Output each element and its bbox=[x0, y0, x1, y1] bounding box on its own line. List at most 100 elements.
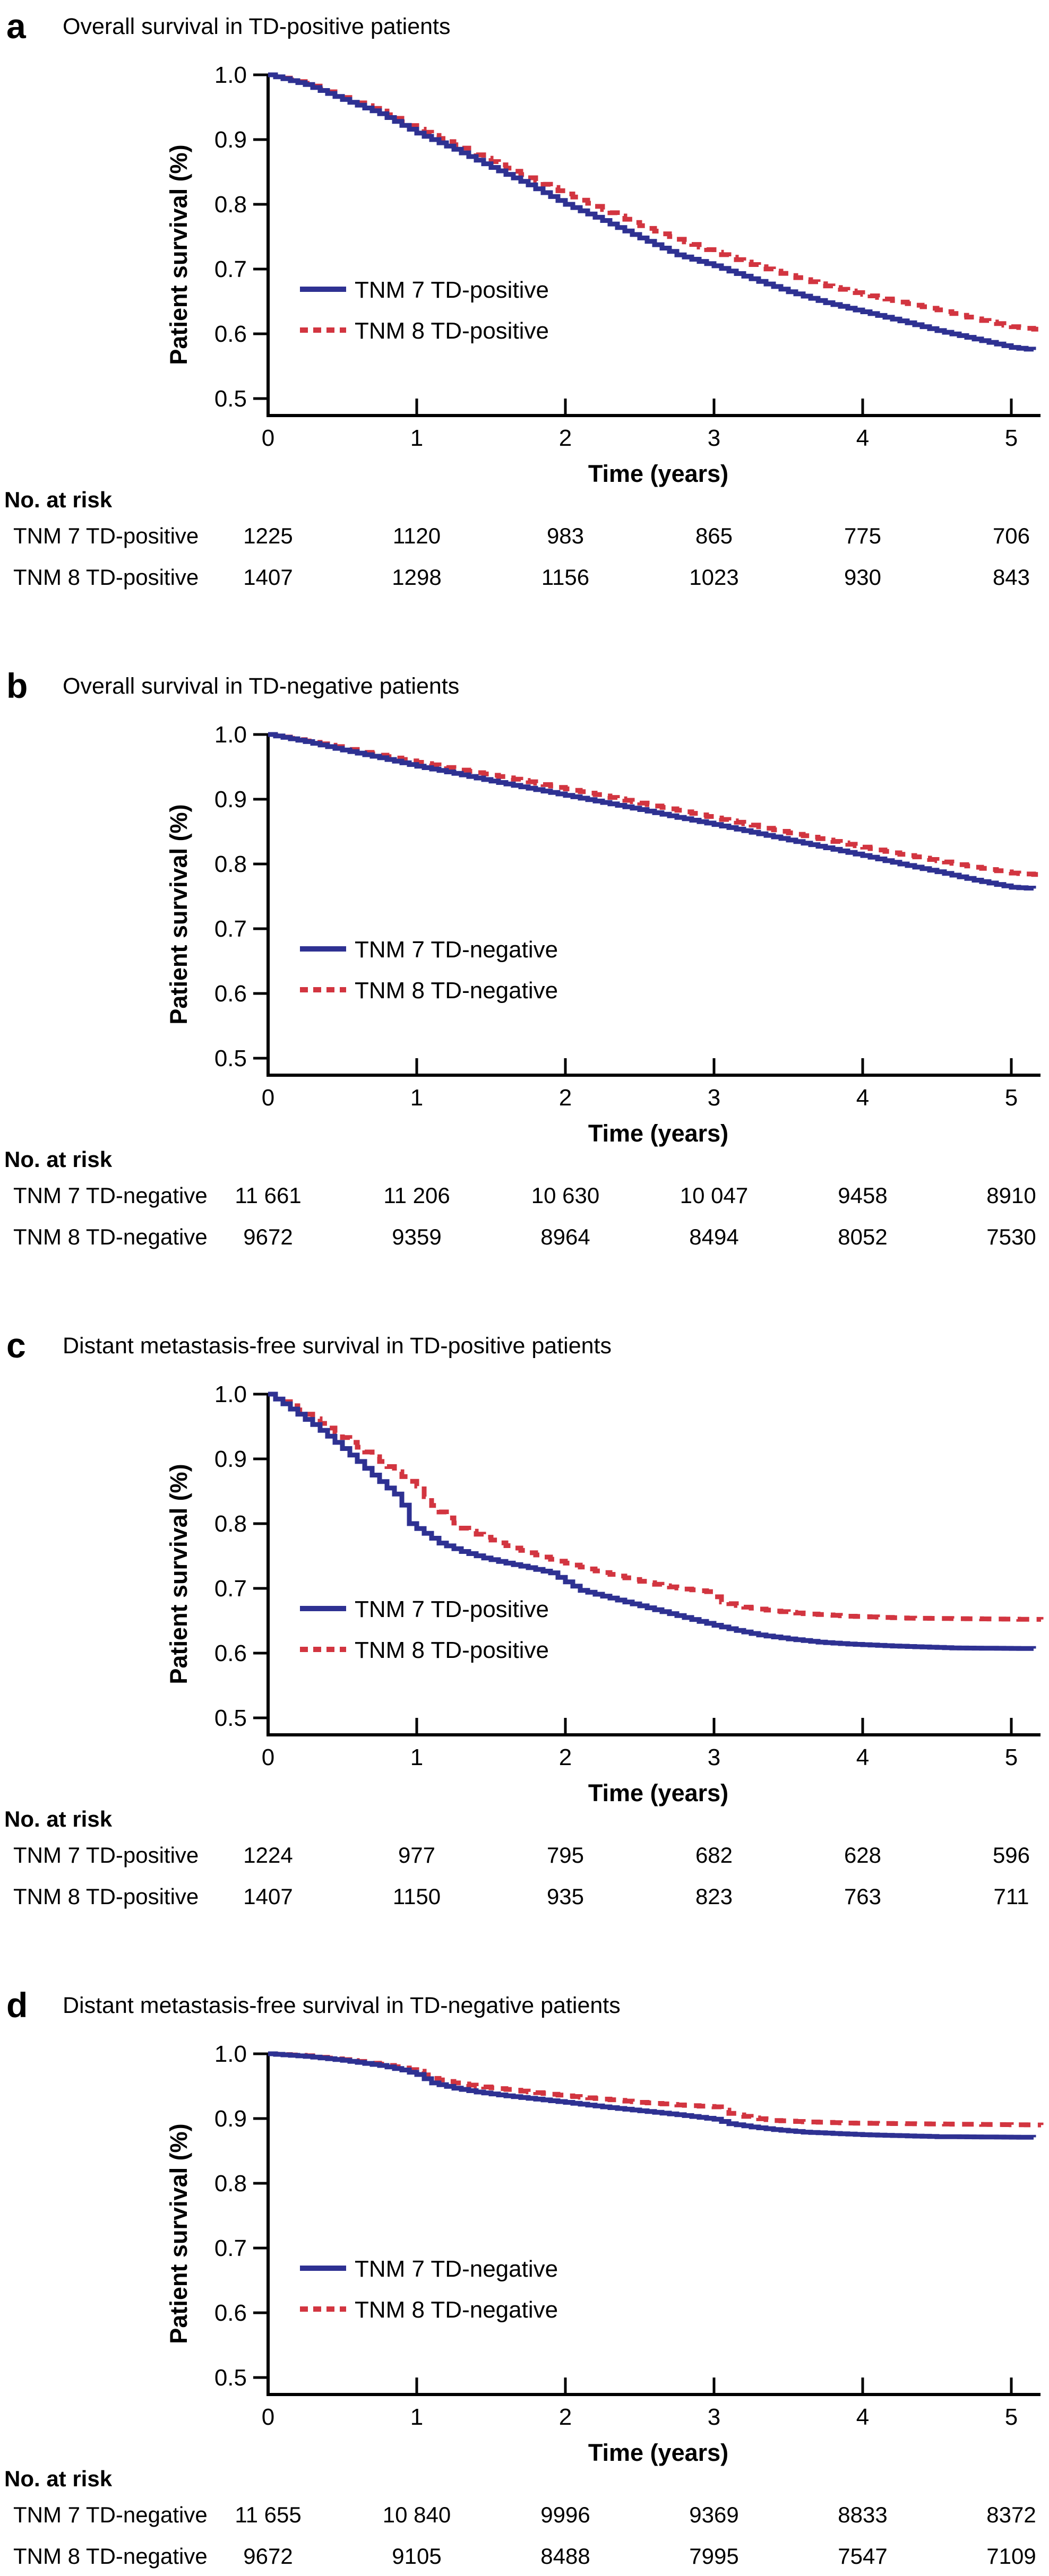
risk-value: 8494 bbox=[689, 1224, 738, 1249]
y-tick-label: 0.9 bbox=[214, 786, 247, 812]
risk-value: 9105 bbox=[392, 2544, 441, 2569]
y-tick-label: 1.0 bbox=[214, 1381, 247, 1407]
panel-letter: b bbox=[6, 666, 28, 705]
y-axis-label: Patient survival (%) bbox=[165, 2123, 192, 2344]
x-tick-label: 0 bbox=[262, 1744, 274, 1770]
panel-b: b Overall survival in TD-negative patien… bbox=[0, 660, 1049, 1319]
risk-value: 1407 bbox=[243, 565, 293, 590]
x-tick-label: 3 bbox=[708, 1744, 720, 1770]
x-tick-label: 4 bbox=[856, 1085, 869, 1111]
legend-label: TNM 8 TD-negative bbox=[355, 978, 558, 1004]
risk-value: 1150 bbox=[393, 1884, 441, 1909]
risk-value: 983 bbox=[547, 523, 584, 548]
y-tick-label: 0.7 bbox=[214, 256, 247, 282]
km-curve-tnm7 bbox=[268, 72, 1036, 352]
risk-value: 930 bbox=[844, 565, 881, 590]
risk-value: 823 bbox=[695, 1884, 733, 1909]
panel-letter: c bbox=[6, 1326, 26, 1365]
x-tick-label: 0 bbox=[262, 425, 274, 451]
risk-value: 843 bbox=[993, 565, 1030, 590]
risk-value: 795 bbox=[547, 1843, 584, 1868]
risk-value: 8052 bbox=[838, 1224, 887, 1249]
risk-value: 10 047 bbox=[680, 1183, 748, 1208]
y-tick-label: 0.6 bbox=[214, 321, 247, 347]
x-tick-label: 1 bbox=[410, 425, 423, 451]
km-chart-d: d Distant metastasis-free survival in TD… bbox=[4, 1985, 1044, 2569]
risk-table-header: No. at risk bbox=[4, 1147, 113, 1172]
risk-value: 9458 bbox=[838, 1183, 887, 1208]
risk-value: 11 206 bbox=[383, 1183, 450, 1208]
x-tick-label: 4 bbox=[856, 425, 869, 451]
risk-value: 9369 bbox=[689, 2502, 738, 2527]
x-axis-label: Time (years) bbox=[588, 1779, 728, 1806]
y-tick-label: 0.8 bbox=[214, 851, 247, 877]
legend-label: TNM 7 TD-positive bbox=[355, 1596, 549, 1622]
panel-title: Distant metastasis-free survival in TD-n… bbox=[63, 1993, 621, 2018]
risk-value: 7547 bbox=[838, 2544, 887, 2569]
km-curve-tnm7 bbox=[268, 2051, 1036, 2140]
risk-value: 596 bbox=[993, 1843, 1030, 1868]
legend-label: TNM 7 TD-negative bbox=[355, 937, 558, 963]
risk-table-header: No. at risk bbox=[4, 487, 113, 512]
y-axis-label: Patient survival (%) bbox=[165, 804, 192, 1024]
x-tick-label: 4 bbox=[856, 2404, 869, 2430]
risk-value: 8488 bbox=[540, 2544, 590, 2569]
risk-value: 8372 bbox=[986, 2502, 1036, 2527]
risk-value: 10 630 bbox=[531, 1183, 599, 1208]
risk-value: 11 661 bbox=[235, 1183, 301, 1208]
risk-value: 11 655 bbox=[235, 2502, 301, 2527]
x-tick-label: 5 bbox=[1005, 425, 1018, 451]
y-tick-label: 0.7 bbox=[214, 916, 247, 942]
risk-value: 977 bbox=[398, 1843, 435, 1868]
risk-value: 1225 bbox=[243, 523, 293, 548]
risk-value: 8910 bbox=[986, 1183, 1036, 1208]
km-curve-tnm7 bbox=[268, 1391, 1036, 1651]
x-tick-label: 0 bbox=[262, 1085, 274, 1111]
y-tick-label: 0.7 bbox=[214, 2235, 247, 2261]
risk-table-header: No. at risk bbox=[4, 1806, 113, 1831]
legend-label: TNM 7 TD-positive bbox=[355, 277, 549, 303]
km-curve-tnm8 bbox=[268, 732, 1044, 877]
x-tick-label: 2 bbox=[559, 1744, 572, 1770]
risk-value: 1224 bbox=[243, 1843, 293, 1868]
y-tick-label: 0.5 bbox=[214, 1705, 247, 1731]
risk-value: 935 bbox=[547, 1884, 584, 1909]
risk-value: 7995 bbox=[689, 2544, 738, 2569]
x-tick-label: 1 bbox=[410, 1085, 423, 1111]
risk-row-label: TNM 7 TD-positive bbox=[13, 523, 199, 548]
x-tick-label: 2 bbox=[559, 2404, 572, 2430]
risk-value: 7109 bbox=[986, 2544, 1036, 2569]
panel-title: Overall survival in TD-negative patients bbox=[63, 673, 459, 699]
y-tick-label: 0.9 bbox=[214, 1446, 247, 1472]
y-tick-label: 0.6 bbox=[214, 2300, 247, 2326]
risk-value: 9672 bbox=[243, 1224, 293, 1249]
risk-value: 8964 bbox=[540, 1224, 590, 1249]
y-tick-label: 1.0 bbox=[214, 722, 247, 748]
legend-label: TNM 8 TD-positive bbox=[355, 318, 549, 344]
chart-canvas: 1.0 0.9 0.8 0.7 0.6 0.5 0 1 2 3 4 5 TNM 7 TD-positiv… bbox=[13, 1381, 1044, 1909]
risk-row-label: TNM 8 TD-negative bbox=[13, 1224, 208, 1249]
y-tick-label: 1.0 bbox=[214, 62, 247, 88]
x-tick-label: 3 bbox=[708, 425, 720, 451]
risk-value: 10 840 bbox=[383, 2502, 451, 2527]
risk-row-label: TNM 8 TD-positive bbox=[13, 1884, 199, 1909]
x-tick-label: 5 bbox=[1005, 2404, 1018, 2430]
risk-value: 8833 bbox=[838, 2502, 887, 2527]
x-axis-label: Time (years) bbox=[588, 460, 728, 487]
risk-table-header: No. at risk bbox=[4, 2466, 113, 2491]
legend-label: TNM 8 TD-negative bbox=[355, 2297, 558, 2323]
chart-canvas: 1.0 0.9 0.8 0.7 0.6 0.5 0 1 2 3 4 5 TNM 7 TD-negativ… bbox=[13, 2041, 1044, 2569]
risk-row-label: TNM 7 TD-negative bbox=[13, 1183, 208, 1208]
km-chart-c: c Distant metastasis-free survival in TD… bbox=[4, 1326, 1044, 1909]
y-tick-label: 0.7 bbox=[214, 1576, 247, 1602]
x-tick-label: 0 bbox=[262, 2404, 274, 2430]
y-tick-label: 0.9 bbox=[214, 2106, 247, 2132]
y-axis-label: Patient survival (%) bbox=[165, 1464, 192, 1684]
risk-value: 763 bbox=[844, 1884, 881, 1909]
risk-row-label: TNM 7 TD-negative bbox=[13, 2502, 208, 2527]
x-tick-label: 3 bbox=[708, 2404, 720, 2430]
risk-value: 9996 bbox=[540, 2502, 590, 2527]
risk-value: 1407 bbox=[243, 1884, 293, 1909]
km-chart-a: a Overall survival in TD-positive patien… bbox=[4, 6, 1044, 590]
x-tick-label: 2 bbox=[559, 425, 572, 451]
